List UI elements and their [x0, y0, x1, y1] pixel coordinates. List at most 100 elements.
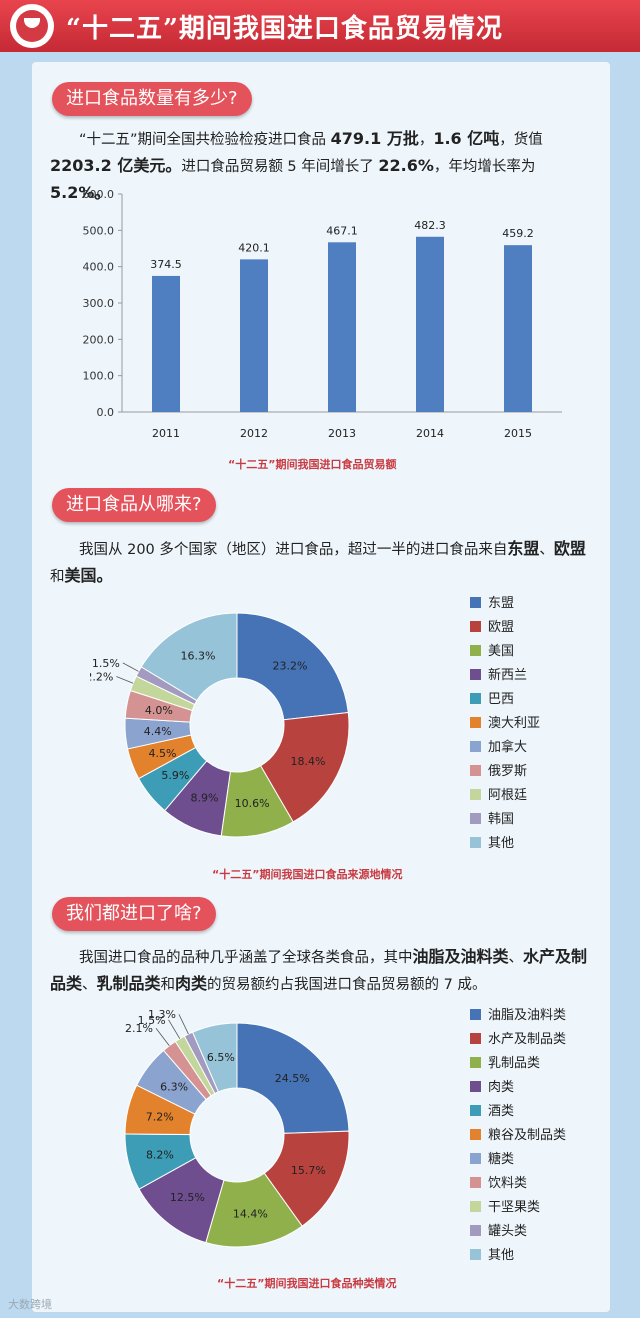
- leader-line: [122, 662, 139, 672]
- intro-highlight: 2203.2 亿美元。: [50, 156, 182, 175]
- x-tick-label: 2012: [240, 427, 268, 440]
- slice-value-label: 4.0%: [145, 704, 173, 717]
- header-banner: “十二五”期间我国进口食品贸易情况: [0, 0, 640, 52]
- section-intro-category: 我国进口食品的品种几乎涵盖了全球各类食品，其中油脂及油料类、水产及制品类、乳制品…: [50, 944, 598, 998]
- legend-swatch: [470, 837, 481, 848]
- leader-line: [168, 1019, 181, 1039]
- legend-label: 新西兰: [488, 668, 528, 683]
- intro-text: ，货值: [499, 132, 543, 148]
- intro-text: 的贸易额约占我国进口食品贸易额的 7 成。: [207, 977, 487, 993]
- intro-text: “十二五”期间全国共检验检疫进口食品: [79, 132, 331, 148]
- legend-label: 俄罗斯: [488, 764, 528, 779]
- legend-swatch: [470, 1057, 481, 1068]
- slice-value-label: 15.7%: [291, 1164, 326, 1177]
- y-tick-label: 600.0: [83, 188, 115, 201]
- y-tick-label: 400.0: [83, 261, 115, 274]
- slice-value-label: 1.5%: [138, 1014, 166, 1027]
- intro-highlight: 479.1 万批: [330, 129, 419, 148]
- intro-text: 进口食品贸易额 5 年间增长了: [181, 159, 379, 175]
- section-heading-category: 我们都进口了啥?: [52, 897, 216, 931]
- legend-label: 水产及制品类: [488, 1032, 567, 1047]
- legend-swatch: [470, 717, 481, 728]
- bar-value-label: 467.1: [326, 224, 358, 237]
- intro-highlight: 5.2%。: [50, 183, 111, 202]
- legend-label: 糖类: [488, 1152, 515, 1167]
- legend-swatch: [470, 669, 481, 680]
- intro-highlight: 油脂及油料类: [412, 947, 509, 966]
- x-tick-label: 2015: [504, 427, 532, 440]
- section-intro-quantity: “十二五”期间全国共检验检疫进口食品 479.1 万批，1.6 亿吨，货值 22…: [50, 126, 598, 207]
- y-tick-label: 200.0: [83, 333, 115, 346]
- intro-highlight: 1.6 亿吨: [433, 129, 500, 148]
- section-intro-origin: 我国从 200 多个国家（地区）进口食品，超过一半的进口食品来自东盟、欧盟和美国…: [50, 536, 598, 590]
- origin-donut-chart: 23.2%18.4%10.6%8.9%5.9%4.5%4.4%4.0%2.2%1…: [90, 612, 350, 838]
- legend-label: 饮料类: [488, 1176, 528, 1191]
- slice-value-label: 18.4%: [291, 755, 326, 768]
- page-title: “十二五”期间我国进口食品贸易情况: [66, 14, 503, 44]
- intro-text: ，: [418, 132, 434, 148]
- legend-swatch: [470, 1129, 481, 1140]
- leader-line: [178, 1014, 189, 1035]
- slice-油脂及油料类: [236, 1022, 350, 1134]
- legend-label: 油脂及油料类: [488, 1008, 567, 1023]
- slice-value-label: 2.2%: [90, 671, 113, 684]
- slice-其他: [140, 612, 238, 702]
- legend-swatch: [470, 597, 481, 608]
- slice-value-label: 4.4%: [144, 725, 172, 738]
- y-tick-label: 500.0: [83, 224, 115, 237]
- bowl-logo-icon: [10, 4, 54, 48]
- chart-caption-trade-value: “十二五”期间我国进口食品贸易额: [228, 458, 397, 471]
- legend-swatch: [470, 813, 481, 824]
- slice-value-label: 2.1%: [125, 1022, 153, 1035]
- leader-line: [155, 1028, 170, 1047]
- slice-value-label: 8.9%: [191, 792, 219, 805]
- slice-value-label: 6.3%: [160, 1080, 188, 1093]
- chart-caption-category: “十二五”期间我国进口食品种类情况: [217, 1277, 397, 1290]
- intro-text: ，年均增长率为: [433, 159, 536, 175]
- x-tick-label: 2011: [152, 427, 180, 440]
- intro-text: 、: [508, 950, 524, 966]
- chart-caption-origin: “十二五”期间我国进口食品来源地情况: [212, 868, 403, 881]
- intro-highlight: 欧盟: [553, 539, 586, 558]
- slice-value-label: 23.2%: [273, 660, 308, 673]
- legend-swatch: [470, 1249, 481, 1260]
- intro-text: 和: [50, 569, 65, 585]
- legend-swatch: [470, 765, 481, 776]
- legend-label: 酒类: [488, 1104, 515, 1119]
- intro-text: 我国从 200 多个国家（地区）进口食品，超过一半的进口食品来自: [79, 542, 508, 558]
- bar-2013: [328, 242, 356, 412]
- y-tick-label: 300.0: [83, 297, 115, 310]
- slice-value-label: 4.5%: [149, 747, 177, 760]
- leader-line: [116, 676, 134, 684]
- legend-label: 澳大利亚: [488, 716, 541, 731]
- legend-swatch: [470, 1009, 481, 1020]
- slice-value-label: 16.3%: [181, 650, 216, 663]
- slice-value-label: 24.5%: [275, 1072, 310, 1085]
- slice-value-label: 7.2%: [146, 1110, 174, 1123]
- legend-swatch: [470, 1033, 481, 1044]
- category-donut-chart: 24.5% 15.7% 14.4% 12.5% 8.2% 7.2% 6.3% 2.1%1.5%…: [124, 1008, 350, 1248]
- legend-label: 其他: [488, 1248, 515, 1263]
- bar-2015: [504, 245, 532, 412]
- slice-value-label: 10.6%: [235, 797, 270, 810]
- x-tick-label: 2014: [416, 427, 444, 440]
- slice-value-label: 8.2%: [146, 1148, 174, 1161]
- bar-2011: [152, 275, 180, 412]
- intro-highlight: 东盟: [507, 539, 540, 558]
- bar-value-label: 420.1: [238, 241, 270, 254]
- legend-swatch: [470, 693, 481, 704]
- watermark: 大数跨境: [8, 1298, 52, 1311]
- slice-value-label: 1.3%: [148, 1008, 176, 1021]
- intro-highlight: 肉类: [175, 974, 208, 993]
- bar-value-label: 459.2: [502, 227, 534, 240]
- legend-label: 美国: [488, 644, 515, 659]
- legend-label: 东盟: [488, 596, 515, 611]
- intro-text: 、: [82, 977, 97, 993]
- slice-欧盟: [259, 711, 350, 823]
- legend-swatch: [470, 1201, 481, 1212]
- legend-swatch: [470, 1081, 481, 1092]
- legend-swatch: [470, 1177, 481, 1188]
- intro-highlight: 乳制品类: [96, 974, 161, 993]
- legend-label: 巴西: [488, 692, 515, 707]
- legend-swatch: [470, 1225, 481, 1236]
